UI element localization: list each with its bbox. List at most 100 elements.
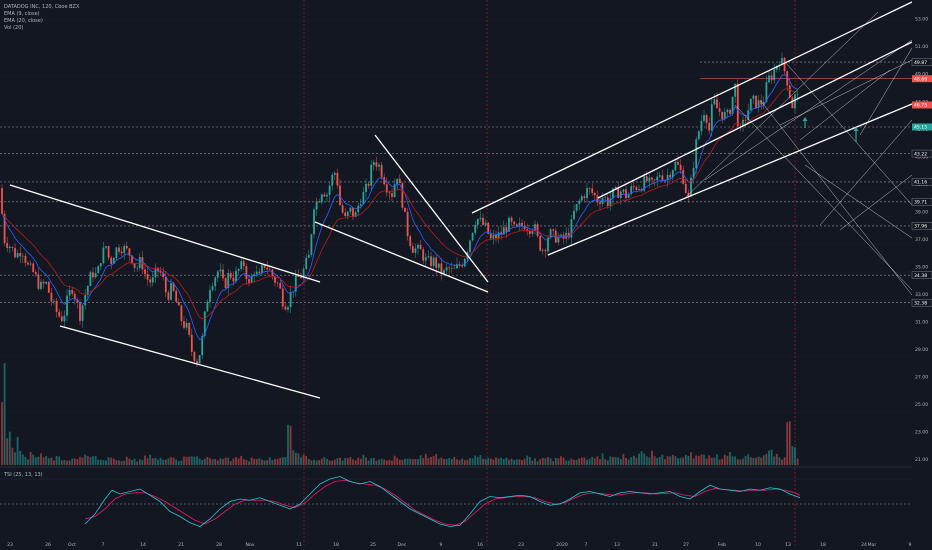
volume-bar [110, 457, 113, 465]
trendline [759, 99, 913, 296]
candle-body [211, 286, 214, 290]
candle-body [653, 179, 656, 181]
time-tick-label: 21 [652, 542, 658, 548]
candle-body [258, 271, 261, 274]
candle-body [42, 281, 45, 284]
volume-bar [92, 456, 94, 465]
candle-body [458, 264, 461, 266]
candle-body [635, 187, 638, 191]
price-tick-label: 21.00 [915, 457, 928, 463]
volume-bar [281, 457, 284, 465]
candle-body [549, 229, 552, 238]
candle-body [27, 262, 29, 265]
candle-body [281, 288, 284, 307]
volume-bar [484, 458, 487, 465]
candle-body [92, 272, 94, 278]
volume-bar [27, 459, 29, 465]
volume-bar [167, 458, 170, 465]
volume-bar [783, 457, 786, 465]
volume-bar [112, 458, 115, 465]
candle-body [773, 69, 776, 81]
volume-bar [320, 458, 323, 465]
candle-body [279, 283, 282, 289]
candle-body [531, 230, 534, 234]
volume-bar [401, 459, 404, 465]
volume-bar [81, 457, 84, 465]
volume-bar [261, 459, 263, 465]
volume-bar [357, 457, 360, 465]
volume-bar [294, 452, 297, 465]
volume-bar [154, 457, 157, 465]
candle-body [523, 225, 526, 230]
candle-body [583, 196, 586, 199]
volume-bar [437, 458, 440, 465]
candle-body [287, 307, 289, 310]
price-tick-label: 25.00 [915, 402, 928, 408]
price-tag [911, 149, 932, 158]
trendline [804, 164, 913, 239]
volume-bar [448, 457, 451, 465]
price-tag [911, 198, 932, 206]
candle-body [502, 227, 505, 235]
candle-body [674, 161, 677, 171]
time-tick-label: 18 [333, 542, 339, 548]
volume-bar [55, 456, 58, 465]
volume-bar [463, 460, 466, 465]
candle-body [336, 172, 339, 186]
ema-slow-label: EMA (20, close) [4, 18, 43, 24]
candle-body [409, 236, 412, 247]
candle-body [172, 283, 175, 291]
volume-bar [3, 362, 6, 465]
volume-bar [497, 458, 500, 465]
candle-body [3, 213, 6, 243]
candle-body [112, 257, 115, 264]
candle-body [424, 257, 427, 261]
candle-body [762, 102, 765, 105]
volume-bar [635, 457, 638, 465]
up-arrow-head [802, 117, 808, 121]
volume-bar [508, 459, 510, 465]
volume-bar [34, 457, 37, 465]
volume-bar [19, 450, 22, 465]
candle-body [656, 176, 659, 181]
candle-body [651, 177, 653, 180]
volume-bar [557, 458, 560, 465]
candle-body [586, 188, 588, 199]
volume-bar [370, 458, 373, 465]
candle-body [396, 178, 399, 185]
volume-bar [427, 458, 430, 465]
volume-bar [687, 455, 690, 465]
candles [1, 52, 799, 367]
candle-body [749, 98, 752, 111]
candle-body [50, 292, 53, 302]
volume-bar [302, 454, 305, 465]
candle-body [625, 189, 627, 198]
volume-bar [250, 457, 253, 465]
candle-body [11, 246, 14, 248]
candle-body [68, 289, 71, 296]
candle-body [167, 292, 170, 300]
volume-bar [66, 460, 68, 465]
candle-body [354, 212, 357, 218]
candle-body [16, 253, 19, 258]
volume-bar [380, 458, 383, 465]
volume-bar [310, 460, 313, 465]
volume-bar [697, 456, 700, 465]
candle-body [333, 172, 336, 175]
tsi-signal-line [84, 479, 801, 526]
candle-body [224, 278, 227, 289]
volume-bar [627, 459, 630, 465]
candle-body [682, 169, 685, 184]
volume-bar [669, 456, 672, 465]
candle-body [274, 276, 276, 283]
candle-body [552, 229, 555, 231]
candle-body [175, 290, 178, 302]
candle-body [391, 193, 393, 197]
volume-bar [190, 456, 193, 465]
volume-bar [417, 459, 419, 465]
candle-body [398, 178, 401, 184]
time-tick-label: 11 [296, 542, 302, 548]
volume-bar [29, 451, 32, 465]
volume-bar [794, 447, 796, 465]
